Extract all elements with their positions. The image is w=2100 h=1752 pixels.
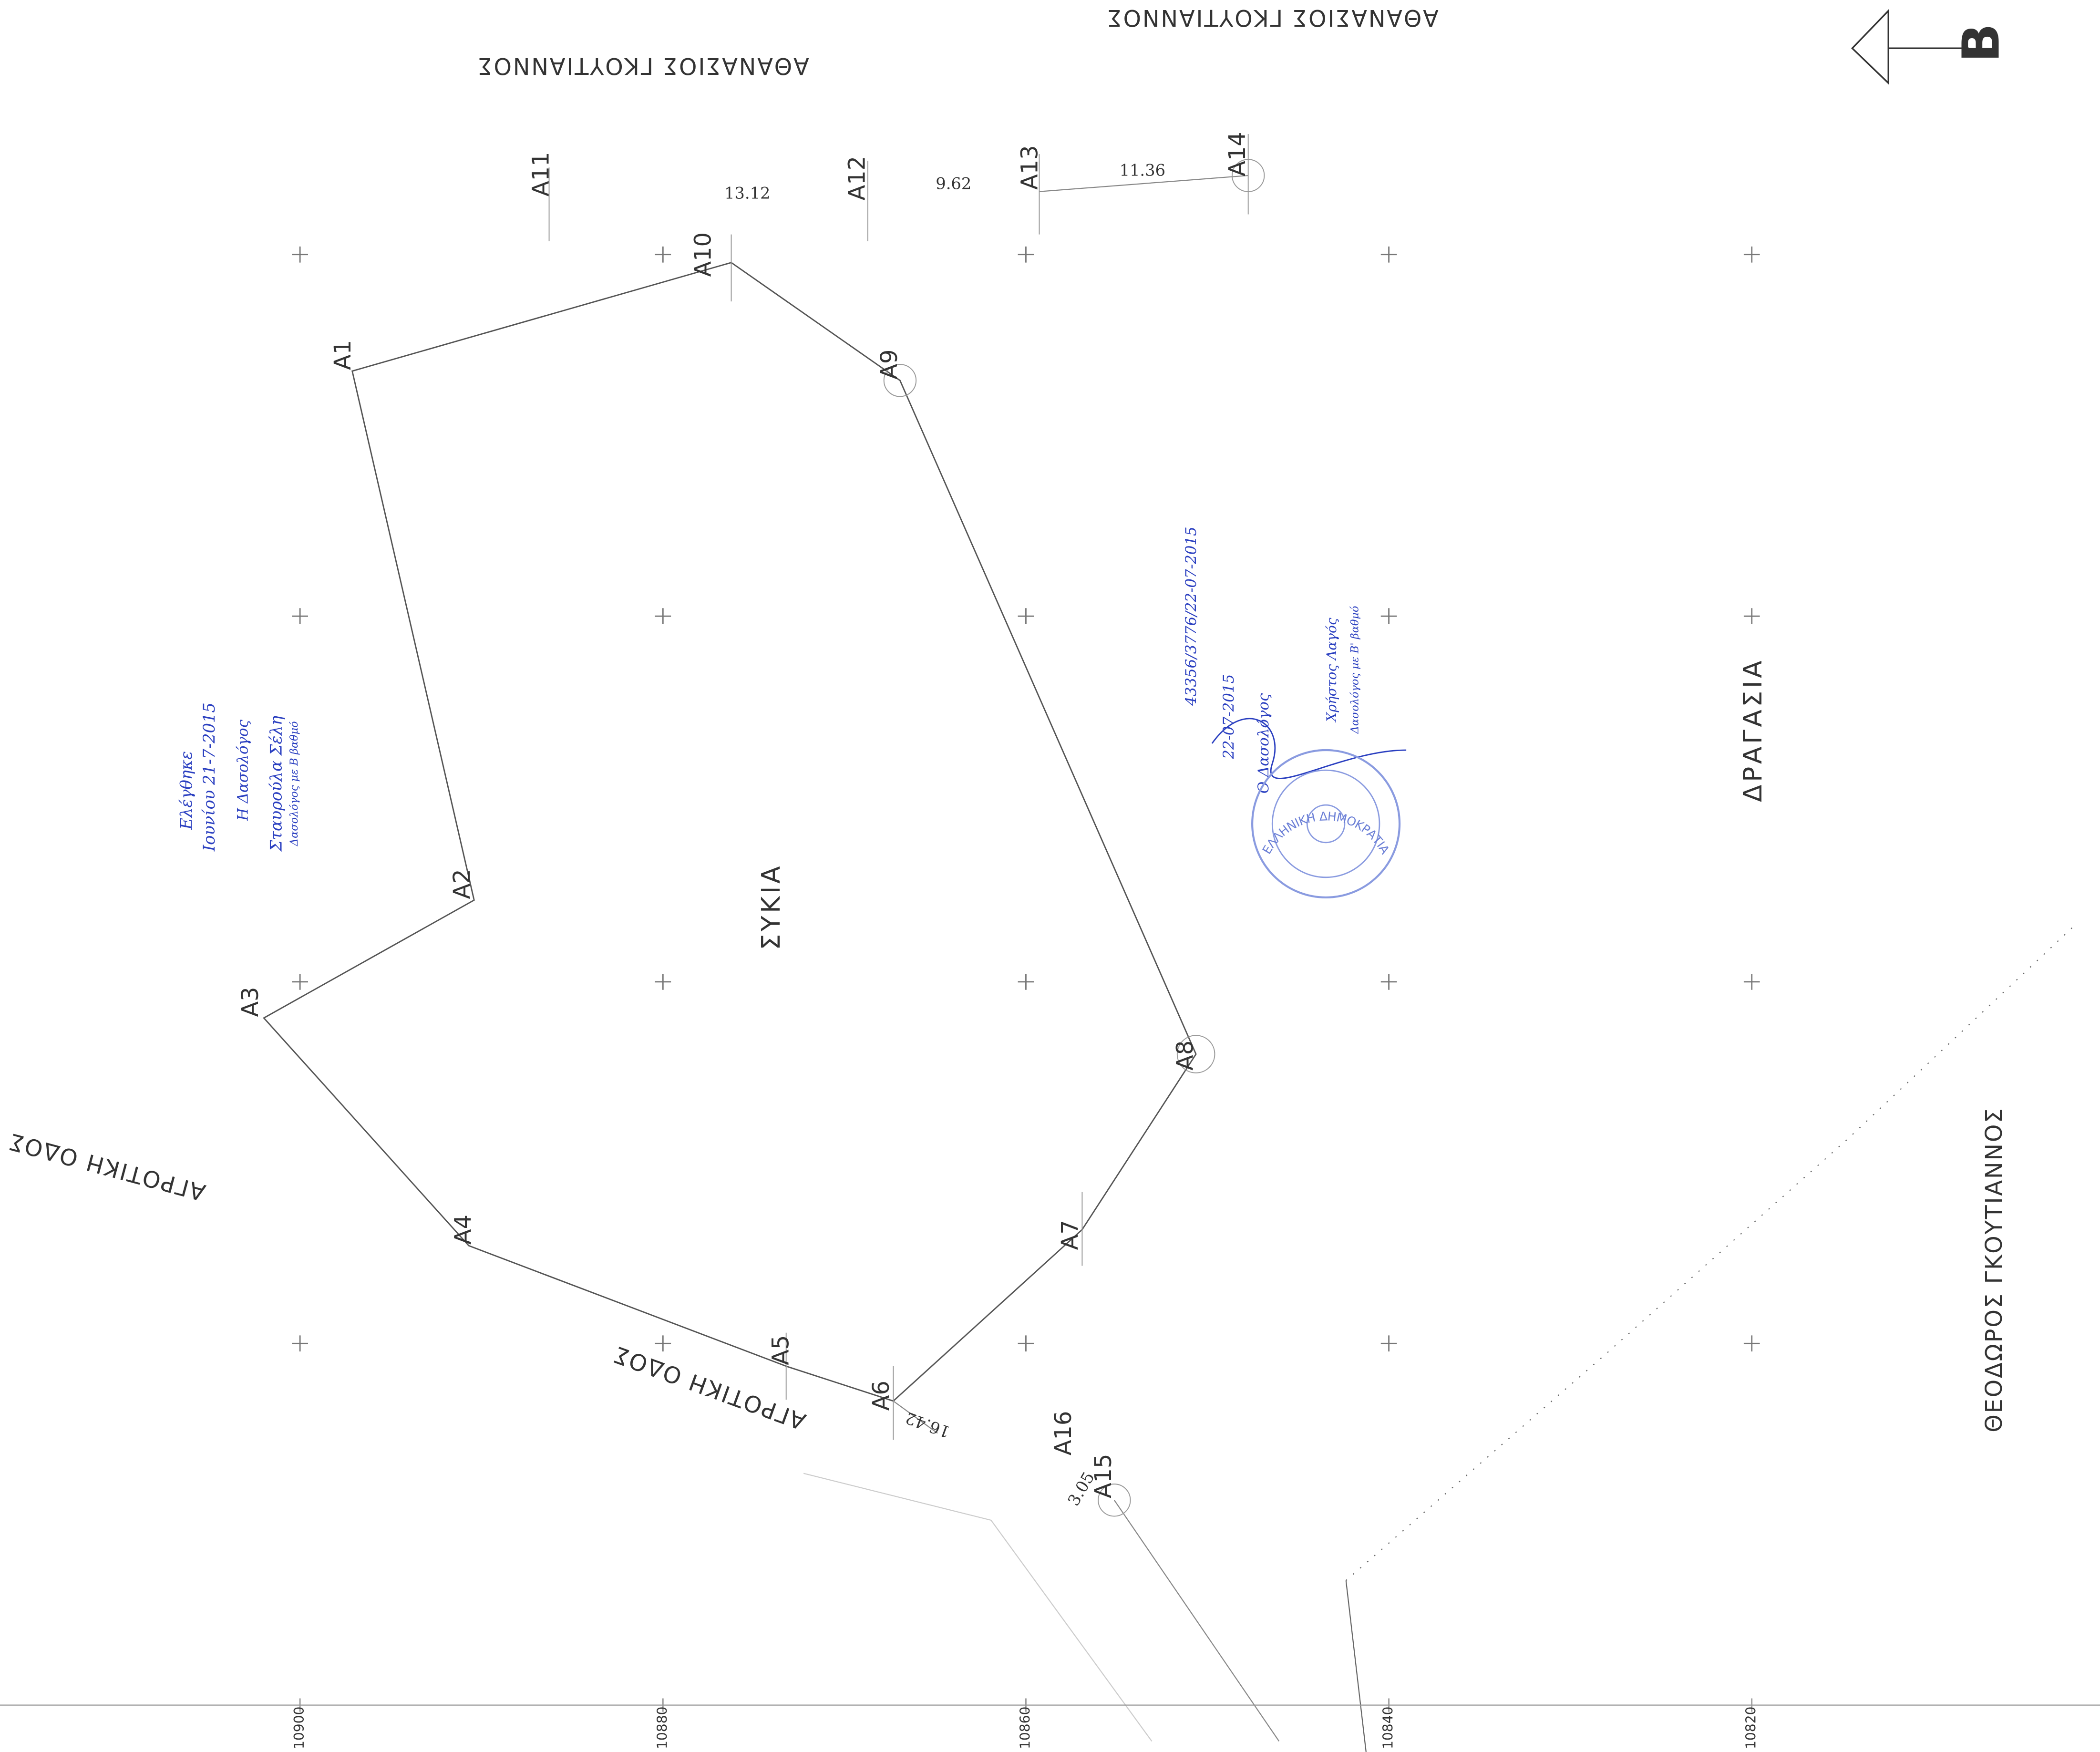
point-label: A8 [1172,1041,1198,1071]
point-label: A12 [844,156,870,200]
north-label: B [1952,23,2011,62]
distance: 9.62 [936,175,971,193]
stamp-line: Ο Δασολόγος [1255,693,1272,794]
point-label: A5 [768,1335,794,1365]
road-name: ΑΘΑΝΑΣΙΟΣ ΓΚΟΥΤΙΑΝΝΟΣ [1106,4,1439,31]
stamp-line: Χρήστος Λαγός [1324,618,1339,722]
distance: 13.12 [724,184,770,202]
road-name: ΑΘΑΝΑΣΙΟΣ ΓΚΟΥΤΙΑΝΝΟΣ [477,52,809,79]
road-name: ΘΕΟΔΩΡΟΣ ΓΚΟΥΤΙΑΝΝΟΣ [1981,1107,2007,1433]
background [0,0,2100,1752]
point-label: A7 [1057,1220,1083,1250]
point-label: A2 [449,869,475,899]
note-line: Η Δασολόγος [235,719,252,821]
note-line: Δασολόγος με Β βαθμό [288,721,300,846]
note-line: Ελέγθηκε [177,751,196,830]
area-name: ΣΥΚΙΑ [756,864,786,950]
distance: 11.36 [1120,161,1165,180]
axis-label: 10880 [654,1707,670,1749]
point-label: A6 [868,1381,895,1411]
axis-label: 10900 [291,1707,307,1749]
area-name: ΔΡΑΓΑΣΙΑ [1738,658,1768,802]
point-label: A14 [1225,132,1251,176]
note-line: Ιουνίου 21-7-2015 [200,702,218,852]
stamp-line: Δασολόγος με Β' βαθμό [1349,606,1361,734]
axis-label: 10840 [1380,1707,1396,1749]
stamp-line: 43356/3776/22-07-2015 [1183,526,1200,706]
page: {"north_label": "B", "roads": ["ΑΘΑΝΑΣΙΟ… [0,0,2100,1752]
point-label: A10 [690,232,716,277]
point-label: A3 [237,987,264,1017]
point-label: A9 [876,350,903,380]
point-label: A13 [1017,145,1043,190]
note-line: Σταυρούλα Σέλη [267,716,285,852]
axis-label: 10860 [1017,1707,1033,1749]
map: B ΑΘΑΝΑΣΙΟΣ ΓΚΟΥΤΙΑΝΝΟΣ ΑΘΑΝΑΣΙΟΣ ΓΚΟΥΤΙ… [0,0,2100,1752]
point-label: A1 [330,340,356,370]
axis-label: 10820 [1743,1707,1759,1749]
point-label: A16 [1050,1411,1077,1455]
point-label: A11 [528,152,555,196]
stamp-line: 22-07-2015 [1220,674,1237,760]
point-label: A4 [451,1215,477,1245]
